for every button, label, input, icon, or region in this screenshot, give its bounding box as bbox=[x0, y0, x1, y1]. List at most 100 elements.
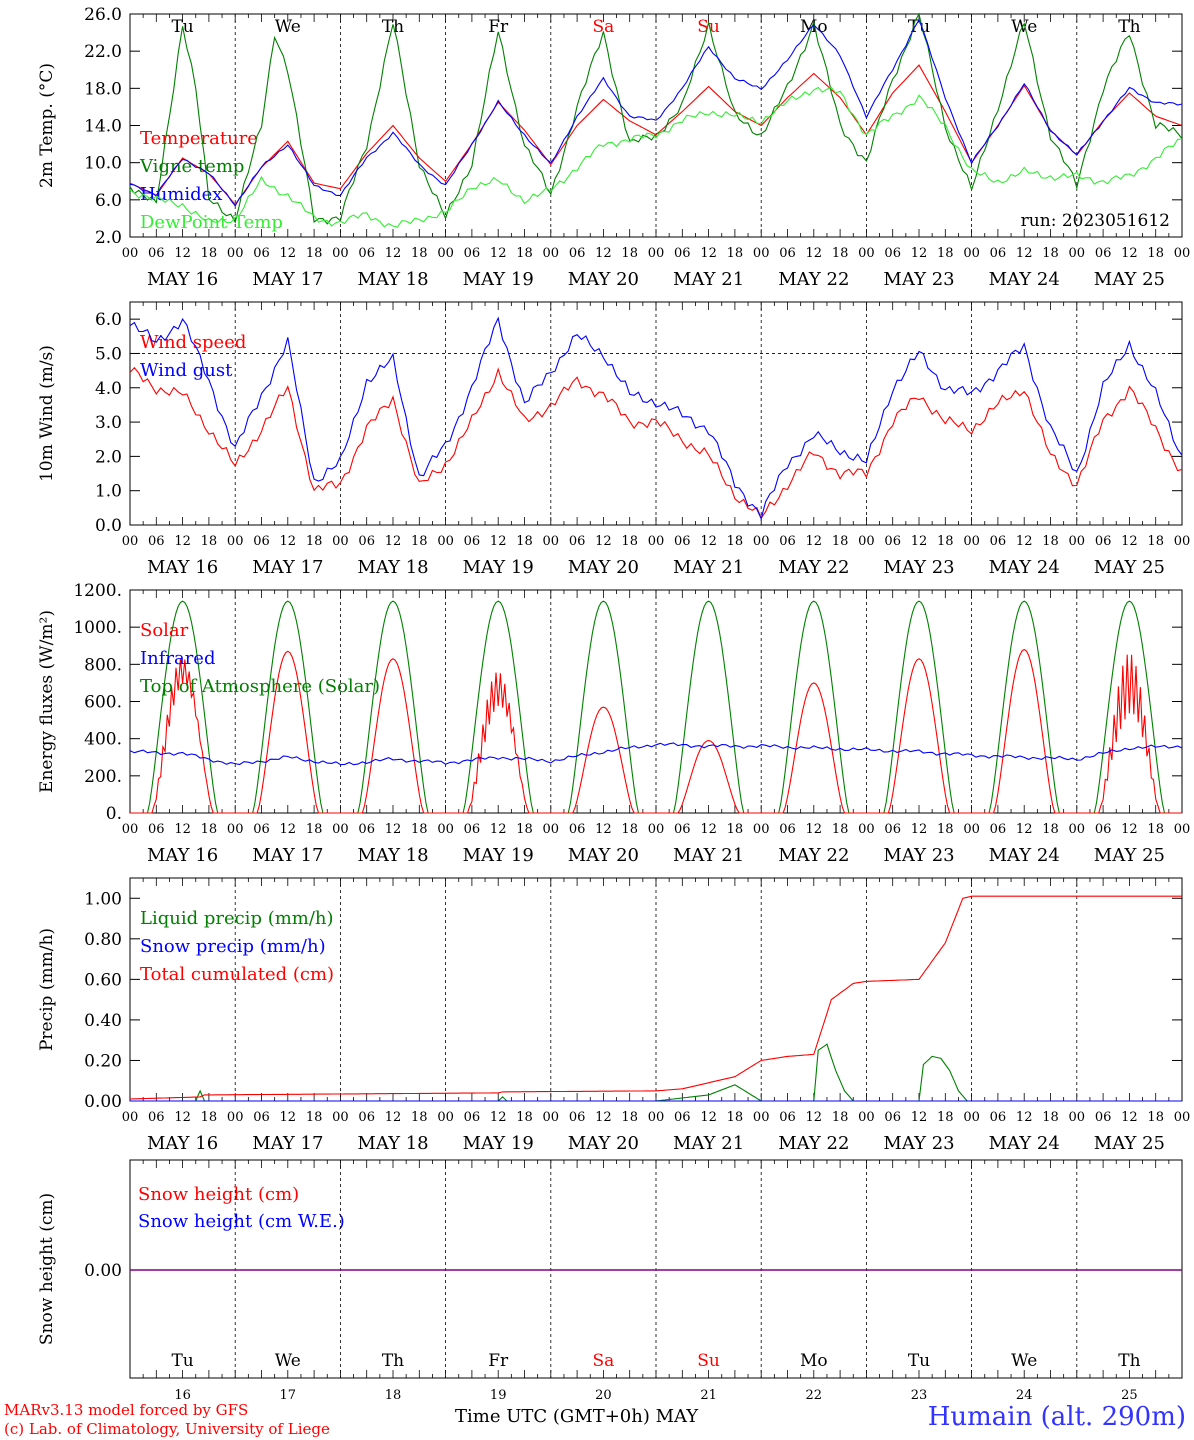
day-label: MAY 20 bbox=[568, 845, 639, 866]
hour-tick-label: 06 bbox=[358, 822, 375, 837]
hour-tick-label: 06 bbox=[569, 246, 586, 261]
hour-tick-label: 18 bbox=[1042, 1110, 1059, 1125]
day-label: MAY 22 bbox=[778, 269, 849, 290]
y-tick-label: 1000. bbox=[73, 618, 122, 638]
hour-tick-label: 18 bbox=[306, 534, 323, 549]
hour-tick-label: 12 bbox=[700, 534, 717, 549]
day-label: MAY 17 bbox=[252, 845, 323, 866]
day-label: MAY 23 bbox=[883, 269, 954, 290]
hour-tick-label: 18 bbox=[1147, 534, 1164, 549]
hour-tick-label: 06 bbox=[148, 534, 165, 549]
weekday-label: We bbox=[275, 17, 301, 37]
hour-tick-label: 12 bbox=[595, 1110, 612, 1125]
day-label: MAY 19 bbox=[463, 1133, 534, 1154]
hour-tick-label: 18 bbox=[727, 246, 744, 261]
hour-tick-label: 00 bbox=[122, 1110, 139, 1125]
weekday-label: Th bbox=[382, 1351, 404, 1371]
hour-tick-label: 18 bbox=[832, 246, 849, 261]
hour-tick-label: 18 bbox=[832, 1110, 849, 1125]
hour-tick-label: 06 bbox=[884, 1110, 901, 1125]
day-label: MAY 22 bbox=[778, 1133, 849, 1154]
hour-tick-label: 12 bbox=[911, 822, 928, 837]
weekday-label: Th bbox=[1118, 17, 1140, 37]
hour-tick-label: 18 bbox=[1147, 246, 1164, 261]
day-label: MAY 18 bbox=[357, 845, 428, 866]
hour-tick-label: 00 bbox=[648, 246, 665, 261]
hour-tick-label: 12 bbox=[1016, 1110, 1033, 1125]
hour-tick-label: 00 bbox=[753, 246, 770, 261]
hour-tick-label: 06 bbox=[569, 822, 586, 837]
hour-tick-label: 18 bbox=[621, 246, 638, 261]
hour-tick-label: 00 bbox=[753, 822, 770, 837]
hour-tick-label: 12 bbox=[911, 534, 928, 549]
hour-tick-label: 18 bbox=[1042, 822, 1059, 837]
day-label: MAY 18 bbox=[357, 269, 428, 290]
hour-tick-label: 00 bbox=[1069, 822, 1086, 837]
hour-tick-label: 00 bbox=[543, 822, 560, 837]
hour-tick-label: 18 bbox=[727, 534, 744, 549]
day-label: MAY 25 bbox=[1094, 269, 1165, 290]
hour-tick-label: 06 bbox=[148, 246, 165, 261]
hour-tick-label: 06 bbox=[253, 246, 270, 261]
legend-entry: Top of Atmosphere (Solar) bbox=[140, 676, 380, 697]
site-name: Humain (alt. 290m) bbox=[927, 1402, 1186, 1432]
hour-tick-label: 00 bbox=[543, 246, 560, 261]
y-axis-label: 2m Temp. (°C) bbox=[37, 63, 57, 188]
hour-tick-label: 00 bbox=[648, 822, 665, 837]
series-line bbox=[129, 366, 1183, 520]
weekday-label: Th bbox=[382, 17, 404, 37]
hour-tick-label: 06 bbox=[990, 534, 1007, 549]
day-number: 17 bbox=[280, 1388, 297, 1403]
hour-tick-label: 06 bbox=[674, 822, 691, 837]
legend-entry: Infrared bbox=[140, 648, 215, 669]
y-tick-label: 3.0 bbox=[95, 413, 122, 433]
legend-entry: Liquid precip (mm/h) bbox=[140, 908, 334, 929]
hour-tick-label: 18 bbox=[832, 822, 849, 837]
hour-tick-label: 06 bbox=[990, 246, 1007, 261]
weekday-label: Fr bbox=[488, 17, 509, 37]
day-label: MAY 16 bbox=[147, 269, 218, 290]
day-number: 20 bbox=[595, 1388, 612, 1403]
hour-tick-label: 00 bbox=[543, 1110, 560, 1125]
hour-tick-label: 12 bbox=[595, 246, 612, 261]
y-tick-label: 0.00 bbox=[84, 1092, 122, 1112]
hour-tick-label: 12 bbox=[1016, 534, 1033, 549]
credit-lab: (c) Lab. of Climatology, University of L… bbox=[4, 1420, 330, 1438]
day-label: MAY 19 bbox=[463, 557, 534, 578]
day-label: MAY 21 bbox=[673, 557, 744, 578]
day-label: MAY 25 bbox=[1094, 557, 1165, 578]
day-number: 18 bbox=[385, 1388, 402, 1403]
hour-tick-label: 06 bbox=[464, 822, 481, 837]
y-tick-label: 200. bbox=[84, 767, 122, 787]
y-tick-label: 2.0 bbox=[95, 228, 122, 248]
hour-tick-label: 00 bbox=[1069, 246, 1086, 261]
hour-tick-label: 06 bbox=[148, 822, 165, 837]
hour-tick-label: 12 bbox=[385, 246, 402, 261]
y-axis-label: 10m Wind (m/s) bbox=[37, 345, 57, 482]
hour-tick-label: 12 bbox=[385, 534, 402, 549]
hour-tick-label: 18 bbox=[937, 822, 954, 837]
hour-tick-label: 06 bbox=[1095, 534, 1112, 549]
hour-tick-label: 06 bbox=[464, 246, 481, 261]
y-tick-label: 26.0 bbox=[84, 5, 122, 25]
hour-tick-label: 12 bbox=[1121, 1110, 1138, 1125]
hour-tick-label: 18 bbox=[411, 1110, 428, 1125]
hour-tick-label: 06 bbox=[148, 1110, 165, 1125]
y-tick-label: 0.0 bbox=[95, 516, 122, 536]
panel-frame bbox=[129, 13, 1183, 238]
hour-tick-label: 00 bbox=[963, 246, 980, 261]
hour-tick-label: 00 bbox=[122, 534, 139, 549]
hour-tick-label: 00 bbox=[437, 246, 454, 261]
hour-tick-label: 06 bbox=[884, 822, 901, 837]
hour-tick-label: 18 bbox=[411, 534, 428, 549]
day-number: 16 bbox=[174, 1388, 191, 1403]
panel-frame bbox=[129, 589, 1183, 814]
day-label: MAY 23 bbox=[883, 1133, 954, 1154]
hour-tick-label: 00 bbox=[1174, 822, 1191, 837]
hour-tick-label: 18 bbox=[516, 1110, 533, 1125]
hour-tick-label: 00 bbox=[122, 822, 139, 837]
hour-tick-label: 18 bbox=[201, 1110, 218, 1125]
day-label: MAY 23 bbox=[883, 845, 954, 866]
day-label: MAY 16 bbox=[147, 557, 218, 578]
hour-tick-label: 18 bbox=[937, 246, 954, 261]
